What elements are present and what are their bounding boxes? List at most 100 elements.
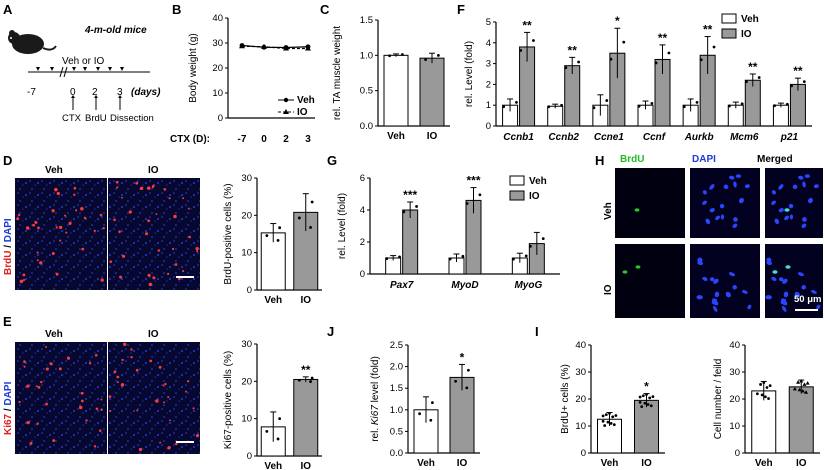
chart-c-y-label: rel. TA muscle weight: [332, 26, 343, 120]
stained-nucleus: [36, 422, 39, 426]
chart-i1-y-tick-label: 30: [575, 367, 586, 378]
chart-i1-y-tick-label: 0: [581, 448, 586, 459]
panel-h-micrographs: BrdU DAPI Merged Veh IO 50 μm: [603, 154, 823, 318]
stained-nucleus: [147, 273, 151, 277]
panel-label-a: A: [3, 2, 13, 17]
stained-nucleus: [80, 391, 84, 395]
bar-ccnb1-io-data-point: [519, 49, 523, 52]
h-io-merged: [765, 244, 823, 318]
stained-nucleus: [192, 407, 195, 410]
bar-io-data-point: [309, 380, 312, 383]
merged-nucleus: [778, 184, 784, 190]
dapi-nucleus: [712, 305, 718, 312]
dapi-nucleus: [742, 290, 748, 294]
x-tick-label-ccnb2: Ccnb2: [548, 132, 579, 143]
legend-label-veh: Veh: [529, 176, 547, 187]
label-d-io: IO: [148, 165, 159, 176]
stained-nucleus: [174, 263, 178, 266]
bar-io-data-point: [640, 405, 644, 409]
bar-ccnf-io-data-point: [654, 61, 658, 65]
micrograph-d-io: [108, 178, 200, 290]
stained-nucleus: [151, 185, 155, 189]
bar-aurkb-veh-data-point: [682, 105, 686, 109]
bar-io-data-point: [805, 381, 810, 385]
panel-label-c: C: [320, 2, 330, 17]
bar-io: [788, 386, 814, 454]
dapi-nucleus: [702, 200, 707, 205]
legend-label-veh: Veh: [297, 95, 315, 106]
stained-nucleus: [56, 191, 60, 196]
bar-io: [419, 57, 445, 127]
chart-c-y-tick-label: 0.0: [360, 121, 373, 132]
x-tick-label-myog: MyoG: [514, 280, 542, 291]
bar-io-data-point: [310, 376, 314, 380]
bar-ccnb2-veh-data-point: [560, 103, 564, 107]
merged-nucleus: [782, 278, 788, 284]
merged-nucleus: [801, 223, 807, 229]
stained-nucleus: [182, 270, 185, 273]
stained-nucleus: [102, 227, 105, 230]
micrograph-d-veh: [15, 178, 107, 290]
panel-label-b: B: [172, 2, 181, 17]
panel-label-d: D: [3, 153, 12, 168]
stained-nucleus: [37, 226, 40, 230]
chart-e: 0 10 20 30 Veh IO ** Ki67-positive cells (%): [223, 339, 322, 470]
bar-ccne1-io-data-point: [609, 57, 613, 61]
dapi-nucleus: [735, 174, 742, 178]
stained-nucleus: [171, 247, 175, 251]
merged-nucleus: [811, 290, 817, 294]
merged-nucleus: [789, 214, 794, 220]
chart-d: 0 10 20 30 Veh IO BrdU-positive cells (%): [223, 173, 322, 306]
merged-brdu-nucleus: [785, 265, 791, 269]
chart-d-y-tick-label: 10: [241, 248, 252, 259]
point-io: [239, 43, 245, 49]
brdu-nucleus: [622, 270, 628, 274]
stain-e-dapi: DAPI: [3, 381, 14, 405]
x-tick-label-pax7: Pax7: [390, 280, 414, 291]
point-io: [283, 45, 289, 51]
h-scale-label: 50 μm: [794, 294, 821, 305]
bar-io-data-point: [797, 387, 802, 392]
bar-p21-veh: [772, 104, 789, 127]
chart-e-y-label: Ki67-positive cells (%): [223, 351, 234, 449]
stain-d-dapi: DAPI: [3, 218, 14, 242]
chart-d-y-tick-label: 20: [241, 210, 252, 221]
stained-nucleus: [34, 220, 38, 225]
stained-nucleus: [51, 252, 55, 256]
significance-io: *: [460, 350, 465, 364]
stained-nucleus: [145, 232, 149, 236]
x-tick-label-veh: Veh: [417, 458, 435, 469]
merged-nucleus: [808, 197, 813, 204]
significance-ccnb1: **: [522, 18, 532, 32]
stained-nucleus: [45, 346, 48, 348]
chart-c: 0.0 0.5 1.0 1.5 Veh IO rel. TA muscle weight: [332, 15, 450, 142]
bar-veh-data-point: [265, 234, 269, 238]
merged-nucleus: [778, 208, 784, 213]
chart-i2-y-tick-label: 30: [729, 367, 740, 378]
bar-aurkb-veh-data-point: [695, 101, 699, 104]
panel-a-treatment: Veh or IO: [62, 56, 104, 67]
bar-pax7-veh-data-point: [398, 255, 401, 259]
dapi-nucleus: [713, 278, 719, 284]
x-tick-label-io: IO: [796, 458, 807, 469]
x-tick-label: 2: [283, 134, 289, 145]
bar-mcm6-veh-data-point: [727, 104, 731, 108]
dapi-nucleus: [720, 214, 725, 220]
stained-nucleus: [88, 362, 92, 365]
bar-aurkb-io-data-point: [712, 45, 716, 49]
stained-nucleus: [95, 407, 99, 410]
stained-nucleus: [65, 231, 68, 234]
stained-nucleus: [187, 380, 190, 383]
stained-nucleus: [169, 419, 171, 422]
stained-nucleus: [26, 421, 30, 425]
legend-marker-veh: [283, 97, 289, 103]
bar-veh-data-point: [265, 429, 269, 433]
bar-veh-data-point: [611, 415, 615, 419]
chart-i2-y-tick-label: 20: [729, 394, 740, 405]
stained-nucleus: [29, 441, 33, 445]
bar-io-data-point: [641, 394, 645, 398]
chart-g-y-label-part: rel. Level (fold): [337, 193, 348, 259]
chart-c-y-label-part: rel. TA muscle weight: [332, 26, 343, 120]
legend-label-veh: Veh: [741, 14, 759, 25]
stained-nucleus: [99, 213, 103, 217]
